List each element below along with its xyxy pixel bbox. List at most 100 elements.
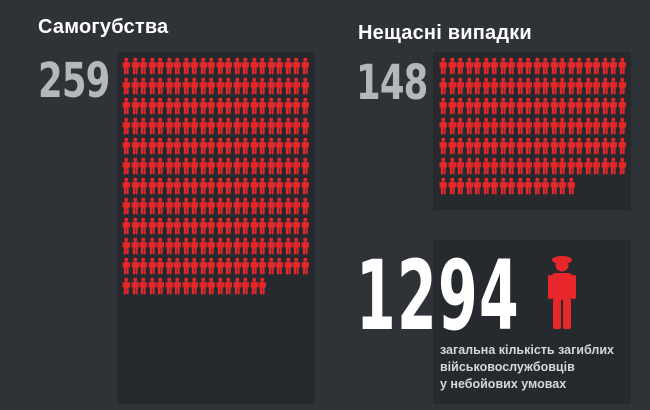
person-icon xyxy=(275,257,283,275)
person-icon xyxy=(465,157,473,175)
person-icon xyxy=(122,97,130,115)
person-icon xyxy=(584,117,592,135)
person-icon xyxy=(131,137,139,155)
person-icon xyxy=(473,57,481,75)
person-icon xyxy=(165,277,173,295)
person-icon xyxy=(148,277,156,295)
person-icon xyxy=(482,57,490,75)
person-icon xyxy=(584,137,592,155)
person-icon xyxy=(482,97,490,115)
person-icon xyxy=(190,97,198,115)
person-icon xyxy=(122,277,130,295)
person-icon xyxy=(258,257,266,275)
person-icon xyxy=(165,77,173,95)
person-icon xyxy=(199,77,207,95)
person-icon xyxy=(465,137,473,155)
person-icon xyxy=(284,97,292,115)
person-icon xyxy=(207,57,215,75)
person-icon xyxy=(156,137,164,155)
person-icon xyxy=(156,177,164,195)
person-icon xyxy=(216,137,224,155)
accidents-icon-grid xyxy=(439,57,626,195)
person-icon xyxy=(258,97,266,115)
person-icon xyxy=(139,257,147,275)
person-icon xyxy=(592,157,600,175)
person-icon xyxy=(182,57,190,75)
person-icon xyxy=(284,57,292,75)
person-icon xyxy=(439,57,447,75)
person-icon xyxy=(456,77,464,95)
person-icon xyxy=(567,137,575,155)
person-icon xyxy=(284,157,292,175)
person-icon xyxy=(224,137,232,155)
person-icon xyxy=(258,237,266,255)
person-icon xyxy=(216,277,224,295)
person-icon xyxy=(482,77,490,95)
person-icon xyxy=(122,237,130,255)
person-icon xyxy=(601,157,609,175)
person-icon xyxy=(199,197,207,215)
person-icon xyxy=(156,277,164,295)
person-icon xyxy=(533,57,541,75)
person-icon xyxy=(207,277,215,295)
person-icon xyxy=(465,77,473,95)
person-icon xyxy=(567,97,575,115)
person-icon xyxy=(301,117,309,135)
person-icon xyxy=(258,57,266,75)
person-icon xyxy=(267,197,275,215)
person-icon xyxy=(250,177,258,195)
person-icon xyxy=(448,117,456,135)
person-icon xyxy=(250,197,258,215)
person-icon xyxy=(224,257,232,275)
person-icon xyxy=(473,157,481,175)
person-icon xyxy=(448,177,456,195)
person-icon xyxy=(207,257,215,275)
person-icon xyxy=(139,237,147,255)
person-icon xyxy=(550,77,558,95)
person-icon xyxy=(592,117,600,135)
person-icon xyxy=(482,157,490,175)
person-icon xyxy=(190,177,198,195)
person-icon xyxy=(173,77,181,95)
person-icon xyxy=(473,117,481,135)
person-icon xyxy=(131,157,139,175)
person-icon xyxy=(233,57,241,75)
person-icon xyxy=(301,97,309,115)
person-icon xyxy=(584,57,592,75)
person-icon xyxy=(558,157,566,175)
person-icon xyxy=(224,237,232,255)
person-icon xyxy=(550,117,558,135)
person-icon xyxy=(173,157,181,175)
person-icon xyxy=(131,117,139,135)
person-icon xyxy=(199,237,207,255)
person-icon xyxy=(550,97,558,115)
person-icon xyxy=(533,177,541,195)
person-icon xyxy=(550,177,558,195)
person-icon xyxy=(618,117,626,135)
person-icon xyxy=(165,257,173,275)
person-icon xyxy=(524,77,532,95)
person-icon xyxy=(148,117,156,135)
person-icon xyxy=(131,237,139,255)
person-icon xyxy=(575,77,583,95)
person-icon xyxy=(292,197,300,215)
person-icon xyxy=(541,57,549,75)
person-icon xyxy=(199,217,207,235)
person-icon xyxy=(301,157,309,175)
person-icon xyxy=(182,77,190,95)
person-icon xyxy=(541,97,549,115)
person-icon xyxy=(609,97,617,115)
person-icon xyxy=(533,117,541,135)
person-icon xyxy=(207,177,215,195)
person-icon xyxy=(267,217,275,235)
person-icon xyxy=(224,117,232,135)
person-icon xyxy=(199,137,207,155)
total-caption: загальна кількість загиблих військовослу… xyxy=(440,342,640,393)
person-icon xyxy=(592,57,600,75)
person-icon xyxy=(199,117,207,135)
person-icon xyxy=(592,77,600,95)
person-icon xyxy=(233,97,241,115)
person-icon xyxy=(216,177,224,195)
person-icon xyxy=(173,137,181,155)
accidents-count: 148 xyxy=(356,55,428,111)
